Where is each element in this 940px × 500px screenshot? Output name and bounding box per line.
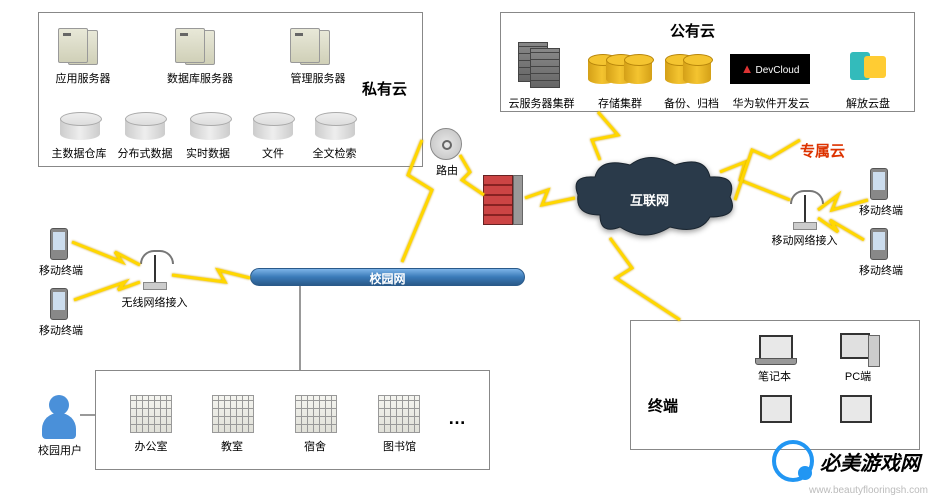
storage-ft-label: 全文检索 [302, 145, 367, 161]
storage-ft-icon [315, 112, 355, 140]
mgmt-server-icon2 [290, 28, 320, 63]
dedicated-cloud-label: 专属云 [800, 140, 845, 161]
bolt-internet-terminals [610, 238, 680, 320]
storage-maindb-icon [60, 112, 100, 140]
router-label: 路由 [432, 162, 462, 178]
mobile-terminal-label-2: 移动终端 [36, 322, 86, 338]
storage-rt-label: 实时数据 [178, 145, 238, 161]
storage-dist-label: 分布式数据 [110, 145, 180, 161]
building-classroom-icon [212, 395, 254, 433]
cloud-servers-icon2 [530, 48, 560, 88]
pc-icon [840, 333, 876, 367]
campus-net-pipe: 校园网 [250, 268, 525, 286]
mobile-access-label: 移动网络接入 [762, 232, 847, 248]
app-server-label: 应用服务器 [48, 70, 118, 86]
yundisk-label: 解放云盘 [838, 95, 898, 111]
mobile-terminal-icon-3 [870, 168, 888, 200]
building-office-icon [130, 395, 172, 433]
mobile-antenna-icon [790, 190, 820, 230]
firewall-side-icon [513, 175, 523, 225]
backup-label: 备份、归档 [654, 95, 729, 111]
terminal-misc-icon-1 [760, 395, 792, 423]
terminal-misc-icon-2 [840, 395, 872, 423]
site-logo: 必美游戏网 [772, 440, 920, 482]
campus-user-label: 校园用户 [30, 442, 90, 458]
campus-net-label: 校园网 [251, 270, 524, 287]
public-cloud-title: 公有云 [670, 20, 715, 41]
mobile-terminal-icon-4 [870, 228, 888, 260]
campus-user-icon [40, 395, 78, 439]
storage-maindb-label: 主数据仓库 [44, 145, 114, 161]
wireless-label: 无线网络接入 [112, 294, 197, 310]
mobile-terminal-icon-2 [50, 288, 68, 320]
devcloud-label: 华为软件开发云 [726, 95, 816, 111]
laptop-label: 笔记本 [752, 368, 797, 384]
mgmt-server-label: 管理服务器 [278, 70, 358, 86]
building-dorm-label: 宿舍 [295, 438, 335, 454]
wireless-antenna-icon [140, 250, 170, 290]
watermark-url: www.beautyflooringsh.com [809, 485, 928, 496]
backup-icon2 [683, 54, 711, 84]
storage-dist-icon [125, 112, 165, 140]
buildings-more: … [448, 408, 466, 429]
building-office-label: 办公室 [126, 438, 176, 454]
storage-file-icon [253, 112, 293, 140]
laptop-icon [755, 335, 795, 365]
private-cloud-title: 私有云 [362, 78, 407, 99]
app-server-icon2 [58, 28, 88, 63]
storage-rt-icon [190, 112, 230, 140]
logo-icon [772, 440, 814, 482]
terminals-title: 终端 [648, 395, 678, 416]
building-library-icon [378, 395, 420, 433]
router-icon [430, 128, 462, 160]
pc-label: PC端 [838, 368, 878, 384]
storage-file-label: 文件 [248, 145, 298, 161]
building-classroom-label: 教室 [212, 438, 252, 454]
yundisk-icon [850, 52, 886, 82]
bolt-campus-wireless [172, 270, 250, 282]
bolt-firewall-internet [525, 190, 575, 205]
devcloud-icon: DevCloud [730, 54, 810, 84]
storage-cluster-label: 存储集群 [590, 95, 650, 111]
internet-label: 互联网 [630, 190, 669, 209]
storage-cluster-icon3 [624, 54, 652, 84]
mobile-terminal-label-3: 移动终端 [856, 202, 906, 218]
cloud-servers-label: 云服务器集群 [504, 95, 579, 111]
firewall-icon [483, 175, 513, 225]
mobile-terminal-icon-1 [50, 228, 68, 260]
db-server-icon2 [175, 28, 205, 63]
building-library-label: 图书馆 [372, 438, 427, 454]
bolt-internet-public [592, 112, 618, 160]
mobile-terminal-label-1: 移动终端 [36, 262, 86, 278]
db-server-label: 数据库服务器 [160, 70, 240, 86]
logo-text: 必美游戏网 [820, 447, 920, 476]
mobile-terminal-label-4: 移动终端 [856, 262, 906, 278]
bolt-router-firewall [460, 155, 484, 195]
building-dorm-icon [295, 395, 337, 433]
